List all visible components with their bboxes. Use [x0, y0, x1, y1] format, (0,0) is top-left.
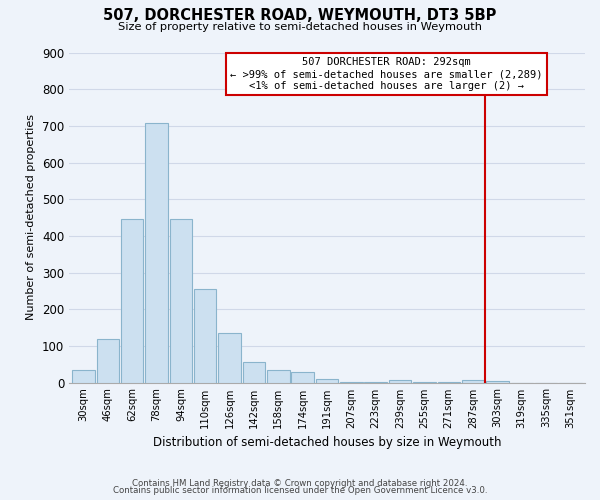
Bar — [97, 338, 119, 382]
Bar — [170, 218, 192, 382]
Text: 507, DORCHESTER ROAD, WEYMOUTH, DT3 5BP: 507, DORCHESTER ROAD, WEYMOUTH, DT3 5BP — [103, 8, 497, 22]
Text: Size of property relative to semi-detached houses in Weymouth: Size of property relative to semi-detach… — [118, 22, 482, 32]
Bar — [486, 380, 509, 382]
Bar — [243, 362, 265, 382]
Bar — [389, 380, 411, 382]
Bar — [218, 333, 241, 382]
Bar — [292, 372, 314, 382]
Bar — [267, 370, 290, 382]
X-axis label: Distribution of semi-detached houses by size in Weymouth: Distribution of semi-detached houses by … — [153, 436, 501, 449]
Text: Contains HM Land Registry data © Crown copyright and database right 2024.: Contains HM Land Registry data © Crown c… — [132, 478, 468, 488]
Bar — [73, 370, 95, 382]
Bar — [145, 124, 168, 382]
Bar — [121, 218, 143, 382]
Bar — [194, 289, 217, 382]
Y-axis label: Number of semi-detached properties: Number of semi-detached properties — [26, 114, 37, 320]
Bar — [316, 379, 338, 382]
Text: Contains public sector information licensed under the Open Government Licence v3: Contains public sector information licen… — [113, 486, 487, 495]
Text: 507 DORCHESTER ROAD: 292sqm
← >99% of semi-detached houses are smaller (2,289)
<: 507 DORCHESTER ROAD: 292sqm ← >99% of se… — [230, 58, 542, 90]
Bar — [462, 380, 484, 382]
